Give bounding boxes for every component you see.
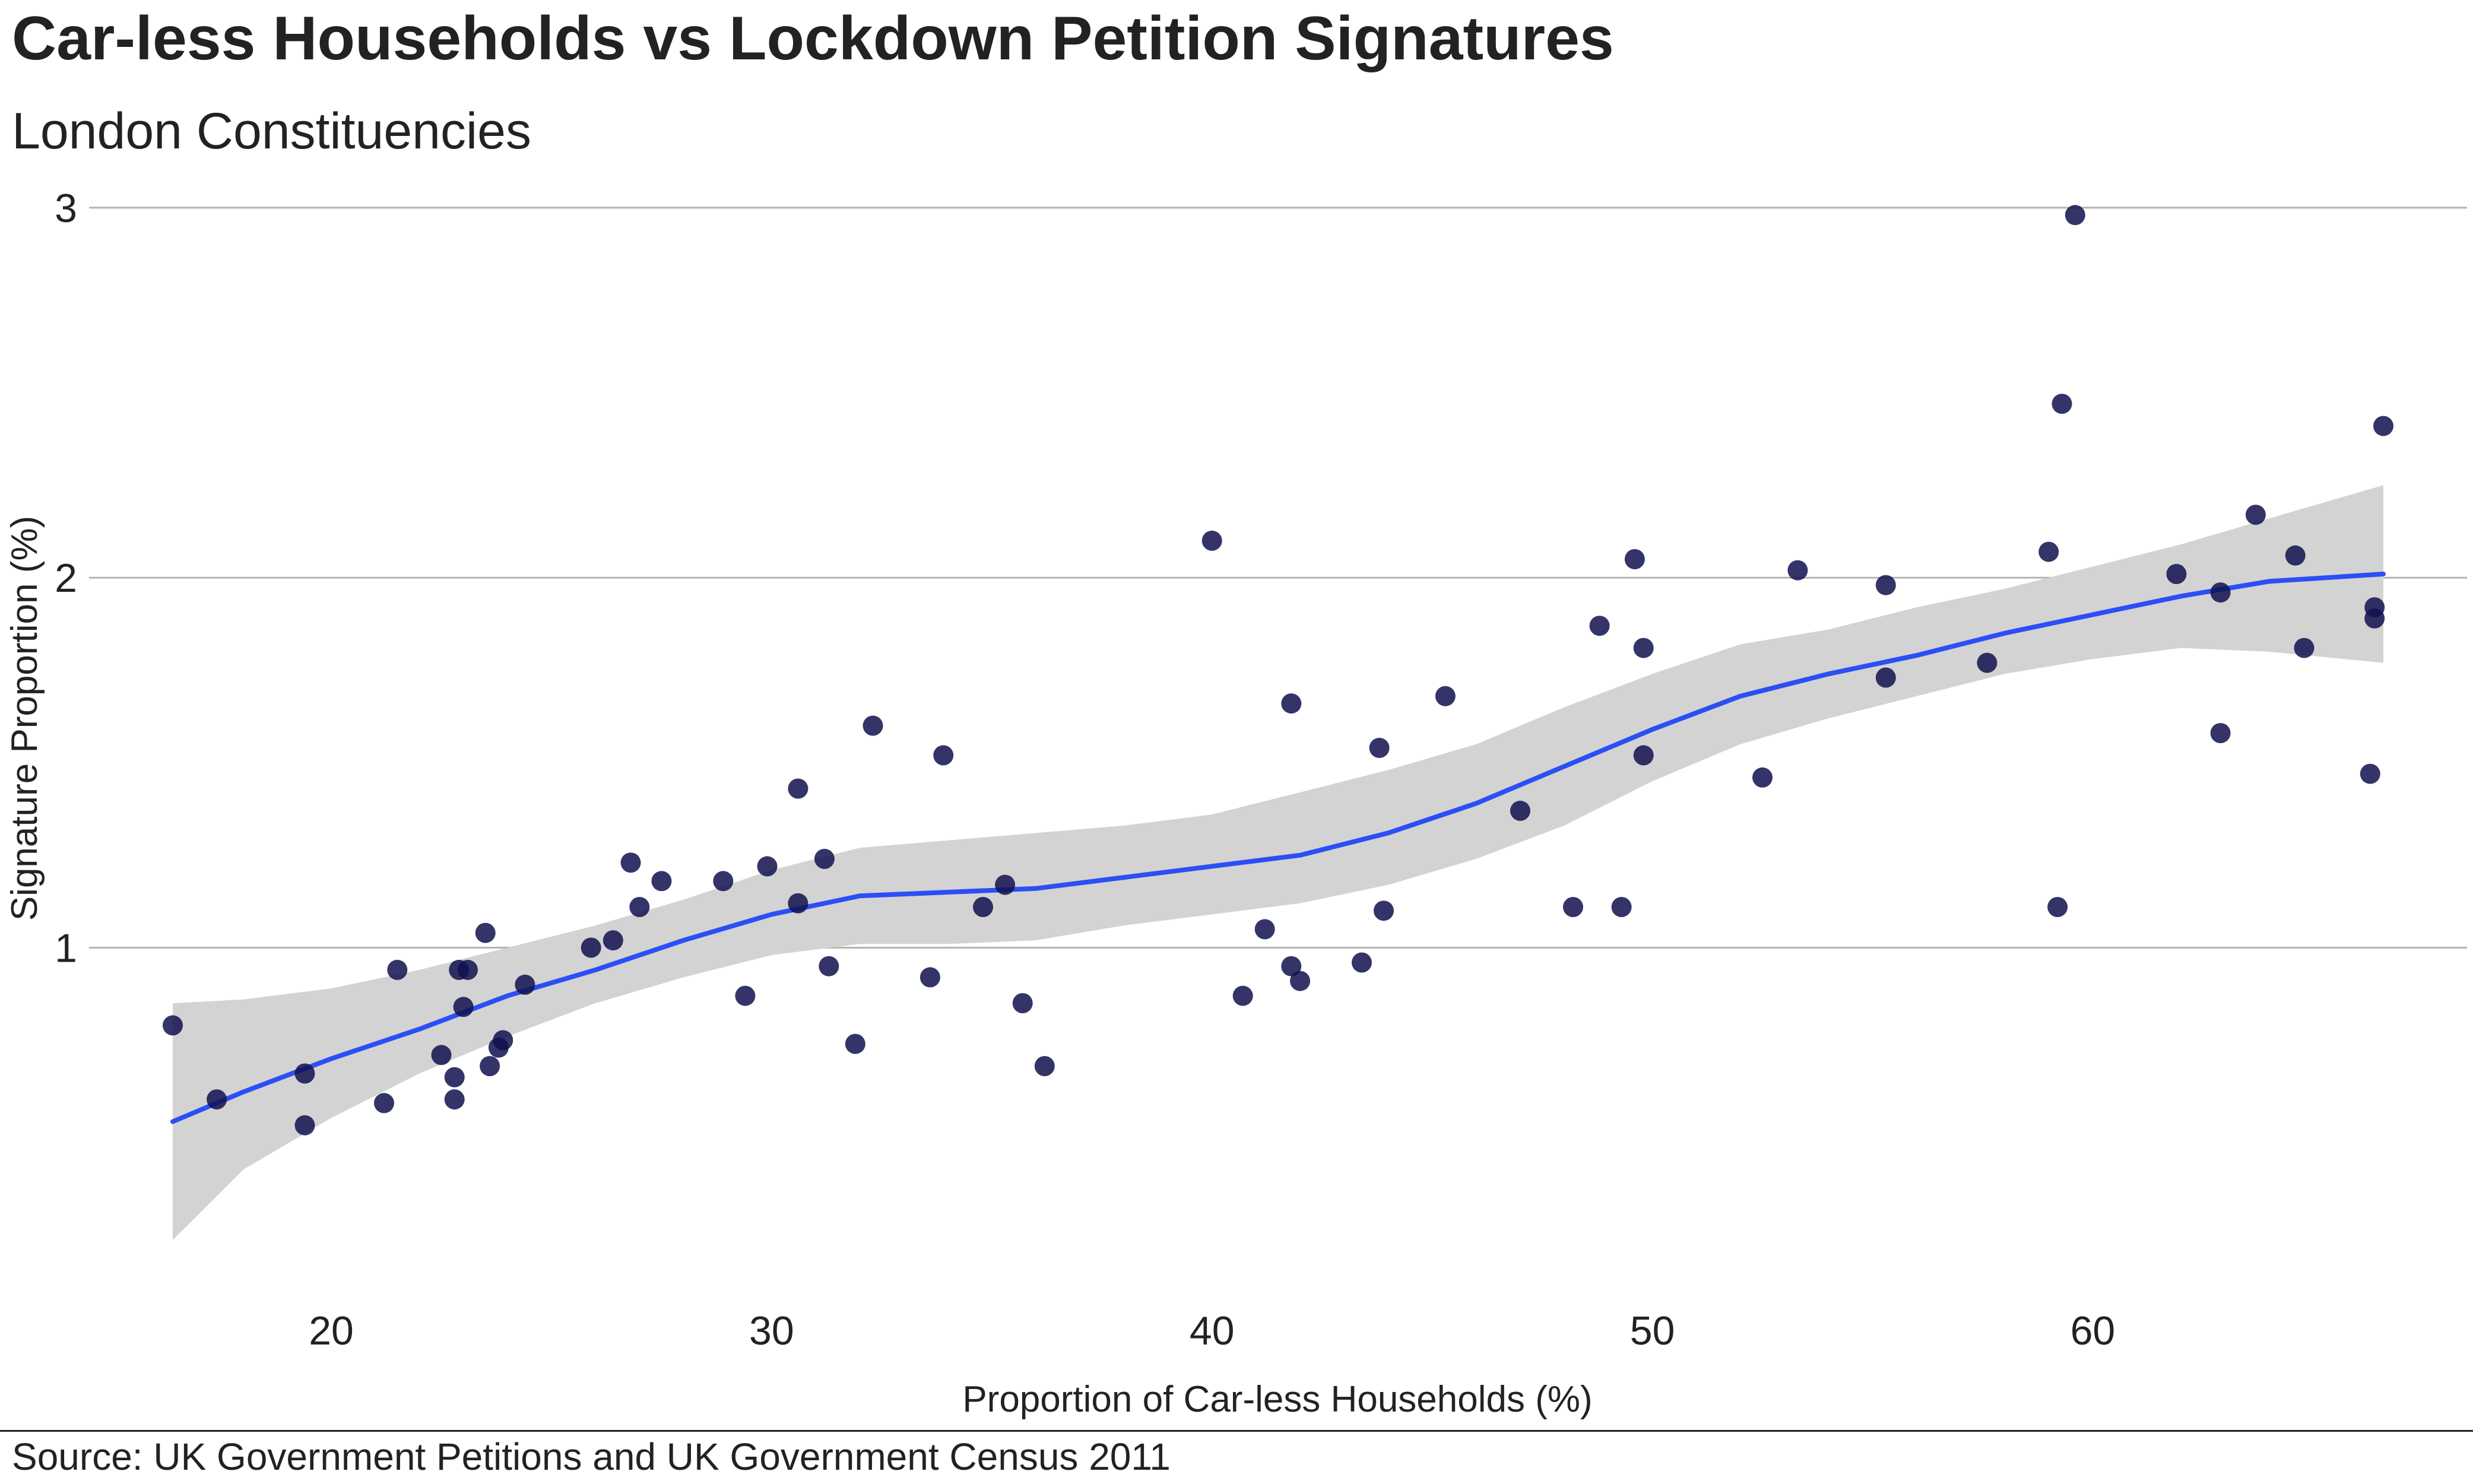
data-point bbox=[1633, 638, 1654, 658]
data-point bbox=[1034, 1056, 1055, 1076]
data-point bbox=[2210, 582, 2231, 603]
data-point bbox=[1281, 693, 1302, 714]
data-point bbox=[2294, 638, 2315, 658]
data-point bbox=[1510, 800, 1530, 821]
data-point bbox=[651, 871, 672, 892]
x-tick-label: 60 bbox=[2071, 1308, 2116, 1353]
data-point bbox=[2052, 394, 2072, 414]
chart-subtitle: London Constituencies bbox=[12, 103, 531, 160]
data-points bbox=[163, 205, 2393, 1136]
data-point bbox=[1633, 745, 1654, 766]
x-tick-label: 30 bbox=[749, 1308, 794, 1353]
data-point bbox=[788, 778, 809, 799]
data-point bbox=[1435, 686, 1456, 706]
data-point bbox=[1290, 971, 1311, 991]
data-point bbox=[475, 922, 496, 943]
data-point bbox=[1875, 575, 1896, 595]
data-point bbox=[480, 1056, 500, 1076]
data-point bbox=[444, 1089, 465, 1110]
data-point bbox=[1232, 985, 1253, 1006]
data-point bbox=[1752, 767, 1773, 788]
x-tick-label: 20 bbox=[309, 1308, 354, 1353]
data-point bbox=[387, 959, 408, 980]
data-point bbox=[1589, 616, 1610, 636]
x-tick-label: 50 bbox=[1630, 1308, 1675, 1353]
data-point bbox=[2047, 897, 2068, 917]
y-tick-label: 1 bbox=[55, 926, 77, 971]
data-point bbox=[1787, 560, 1808, 581]
data-point bbox=[207, 1089, 227, 1110]
confidence-band-group bbox=[173, 485, 2383, 1240]
data-point bbox=[1352, 952, 1372, 973]
x-axis-title: Proportion of Car-less Households (%) bbox=[962, 1379, 1592, 1420]
data-point bbox=[995, 874, 1016, 895]
tick-labels: 1 2 3 20 30 40 50 60 bbox=[55, 186, 2115, 1353]
data-point bbox=[294, 1115, 315, 1136]
source-divider bbox=[0, 1430, 2473, 1432]
data-point bbox=[1611, 897, 1632, 917]
data-point bbox=[920, 967, 940, 988]
source-note: Source: UK Government Petitions and UK G… bbox=[12, 1435, 1171, 1478]
data-point bbox=[1012, 993, 1033, 1013]
data-point bbox=[1281, 956, 1302, 976]
data-point bbox=[788, 893, 809, 914]
data-point bbox=[1369, 737, 1390, 758]
data-point bbox=[458, 959, 478, 980]
data-point bbox=[515, 974, 535, 995]
data-point bbox=[1563, 897, 1583, 917]
data-point bbox=[2038, 541, 2059, 562]
data-point bbox=[2166, 564, 2187, 584]
confidence-band bbox=[173, 485, 2383, 1240]
data-point bbox=[453, 997, 474, 1017]
data-point bbox=[735, 985, 756, 1006]
data-point bbox=[431, 1045, 452, 1066]
y-tick-label: 3 bbox=[55, 186, 77, 231]
chart-title: Car-less Households vs Lockdown Petition… bbox=[12, 4, 1614, 73]
data-point bbox=[620, 852, 641, 873]
data-point bbox=[603, 930, 623, 951]
x-tick-label: 40 bbox=[1190, 1308, 1235, 1353]
data-point bbox=[444, 1067, 465, 1087]
data-point bbox=[973, 897, 993, 917]
data-point bbox=[933, 745, 954, 766]
data-point bbox=[2210, 723, 2231, 743]
data-point bbox=[1977, 652, 1998, 673]
data-point bbox=[2065, 205, 2085, 226]
data-point bbox=[374, 1093, 394, 1114]
data-point bbox=[713, 871, 734, 892]
data-point bbox=[757, 856, 778, 877]
data-point bbox=[294, 1063, 315, 1084]
data-point bbox=[2364, 608, 2385, 629]
data-point bbox=[493, 1030, 513, 1051]
data-point bbox=[1374, 900, 1394, 921]
data-point bbox=[2360, 763, 2380, 784]
data-point bbox=[845, 1033, 865, 1054]
y-axis-title: Signature Proportion (%) bbox=[4, 516, 45, 921]
data-point bbox=[2373, 416, 2393, 436]
data-point bbox=[819, 956, 839, 976]
data-point bbox=[581, 937, 601, 958]
data-point bbox=[1624, 549, 1645, 569]
data-point bbox=[814, 848, 835, 869]
data-point bbox=[1201, 530, 1222, 551]
data-point bbox=[863, 715, 883, 736]
y-tick-label: 2 bbox=[55, 556, 77, 601]
data-point bbox=[2245, 505, 2266, 525]
data-point bbox=[1875, 667, 1896, 688]
data-point bbox=[629, 897, 650, 917]
data-point bbox=[163, 1015, 183, 1036]
data-point bbox=[1254, 919, 1275, 940]
data-point bbox=[2285, 545, 2306, 566]
